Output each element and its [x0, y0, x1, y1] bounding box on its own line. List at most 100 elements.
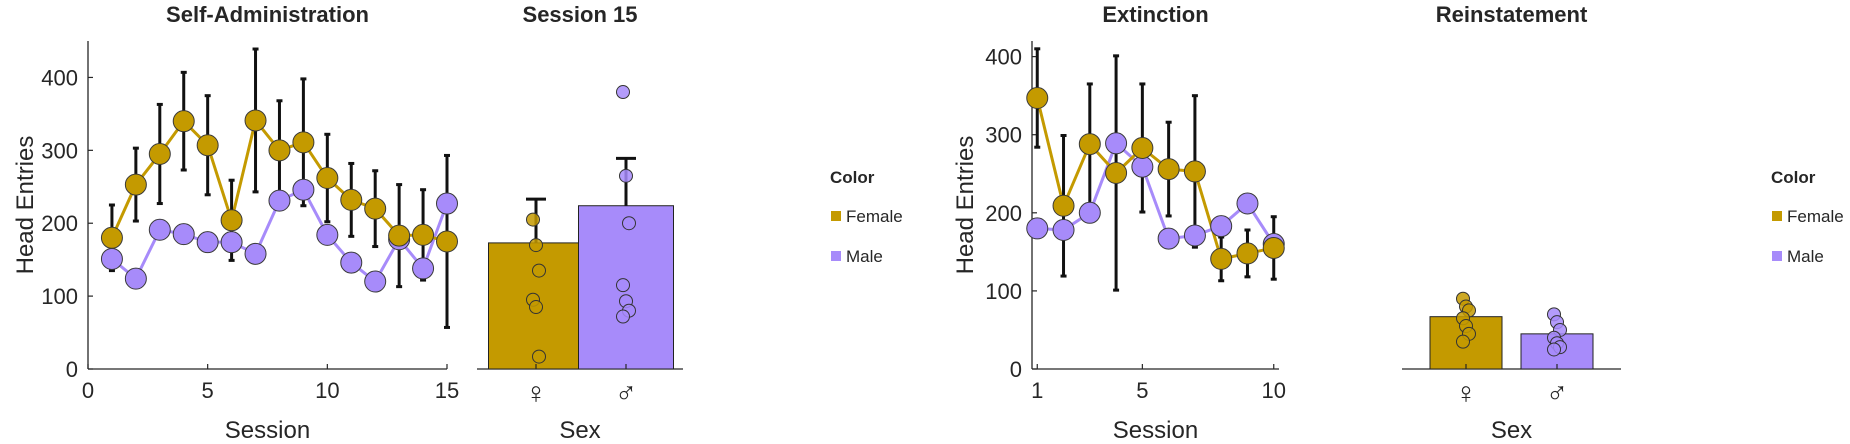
female-data-point	[148, 142, 171, 165]
female-individual-point	[532, 263, 546, 278]
female-data-point	[100, 226, 123, 249]
legend-male-label: Male	[846, 247, 883, 266]
female-data-point	[436, 230, 458, 253]
male-data-point	[196, 231, 219, 254]
legend-male-swatch	[1772, 251, 1782, 261]
y-tick-label: 0	[1010, 357, 1022, 382]
female-individual-point	[529, 300, 543, 315]
y-tick-label: 200	[985, 201, 1022, 226]
chart-title: Reinstatement	[1436, 2, 1588, 27]
y-tick-label: 100	[41, 284, 78, 309]
female-individual-point	[529, 238, 543, 253]
y-tick-label: 400	[985, 45, 1022, 70]
x-tick-label: 5	[202, 378, 214, 403]
legend-female-label: Female	[1787, 207, 1844, 226]
female-data-point	[1131, 136, 1154, 159]
female-data-point	[1078, 133, 1101, 156]
male-individual-point	[1547, 342, 1561, 357]
x-axis-label: Session	[225, 417, 310, 444]
legend-right: Color Female Male	[1771, 168, 1844, 266]
chart-title: Session 15	[523, 2, 638, 27]
legend-female-swatch	[831, 211, 841, 221]
female-data-point	[316, 167, 339, 190]
female-data-point	[1183, 160, 1206, 183]
male-data-point	[1026, 217, 1049, 240]
female-individual-point	[532, 349, 546, 364]
male-data-point	[1078, 201, 1101, 224]
male-data-point	[124, 267, 147, 290]
female-data-point	[196, 134, 219, 157]
female-series-line	[1035, 97, 1275, 261]
x-tick-label: 5	[1136, 378, 1148, 403]
male-data-point	[316, 223, 339, 246]
female-individual-point	[1456, 334, 1470, 349]
y-axis-label: Head Entries	[12, 136, 39, 275]
male-data-point	[148, 218, 171, 241]
male-data-point	[1157, 227, 1180, 250]
female-data-point	[1236, 242, 1259, 265]
y-tick-label: 100	[985, 279, 1022, 304]
female-data-point	[340, 188, 363, 211]
legend-title: Color	[830, 168, 875, 187]
female-data-point	[1262, 236, 1285, 259]
female-data-point	[1105, 161, 1128, 184]
female-data-point	[1210, 247, 1233, 270]
male-data-point	[1052, 218, 1075, 241]
y-tick-label: 200	[41, 211, 78, 236]
x-tick-label: 10	[315, 378, 339, 403]
male-series-line	[1037, 141, 1276, 245]
female-data-point	[172, 110, 195, 133]
x-tick-label: 10	[1262, 378, 1286, 403]
male-data-point	[340, 251, 363, 274]
x-axis-label: Sex	[1491, 417, 1532, 444]
female-data-point	[364, 197, 387, 220]
male-data-point	[1183, 224, 1206, 247]
male-individual-point	[616, 309, 630, 324]
legend-female-swatch	[1772, 211, 1782, 221]
extinction-panel: Extinction 0 100 200 300 400 1 5 10 Session Head E…	[952, 2, 1286, 444]
x-tick-label: ♀	[1455, 377, 1478, 410]
female-data-point	[220, 209, 243, 232]
legend-title: Color	[1771, 168, 1816, 187]
self-administration-panel: Self-Administration 0 100 200 300 400 0 5 10 15 Se…	[12, 2, 459, 444]
male-data-point	[292, 178, 315, 201]
x-tick-label: 1	[1031, 378, 1043, 403]
female-data-point	[292, 131, 315, 154]
x-tick-label: ♀	[525, 377, 548, 410]
female-data-point	[1052, 194, 1075, 217]
x-tick-label: 0	[82, 378, 94, 403]
female-data-point	[1157, 158, 1180, 181]
y-tick-label: 0	[66, 357, 78, 382]
male-data-point	[412, 257, 435, 280]
male-individual-point	[622, 216, 636, 231]
male-data-point	[436, 192, 458, 215]
y-tick-label: 300	[41, 138, 78, 163]
female-data-point	[388, 224, 411, 247]
male-data-point	[1131, 155, 1154, 178]
male-individual-point	[616, 278, 630, 293]
chart-title: Extinction	[1102, 2, 1208, 27]
x-tick-label: 15	[435, 378, 459, 403]
male-data-point	[364, 270, 387, 293]
chart-title: Self-Administration	[166, 2, 369, 27]
male-individual-point	[616, 85, 630, 100]
male-data-point	[220, 231, 243, 254]
x-tick-label: ♂	[615, 377, 638, 410]
male-data-point	[172, 223, 195, 246]
male-data-point	[100, 247, 123, 270]
female-individual-point	[526, 212, 540, 227]
x-tick-label: ♂	[1546, 377, 1569, 410]
x-axis-label: Session	[1113, 417, 1198, 444]
male-individual-point	[619, 168, 633, 183]
female-data-point	[124, 173, 147, 196]
female-data-point	[1026, 87, 1049, 110]
y-tick-label: 400	[41, 65, 78, 90]
male-data-point	[1210, 215, 1233, 238]
session-15-panel: Session 15 ♀ ♂ Sex	[477, 2, 683, 444]
male-data-point	[244, 242, 267, 265]
female-data-point	[268, 139, 291, 162]
y-axis-label: Head Entries	[952, 136, 979, 275]
male-data-point	[1105, 132, 1128, 155]
female-data-point	[412, 223, 435, 246]
